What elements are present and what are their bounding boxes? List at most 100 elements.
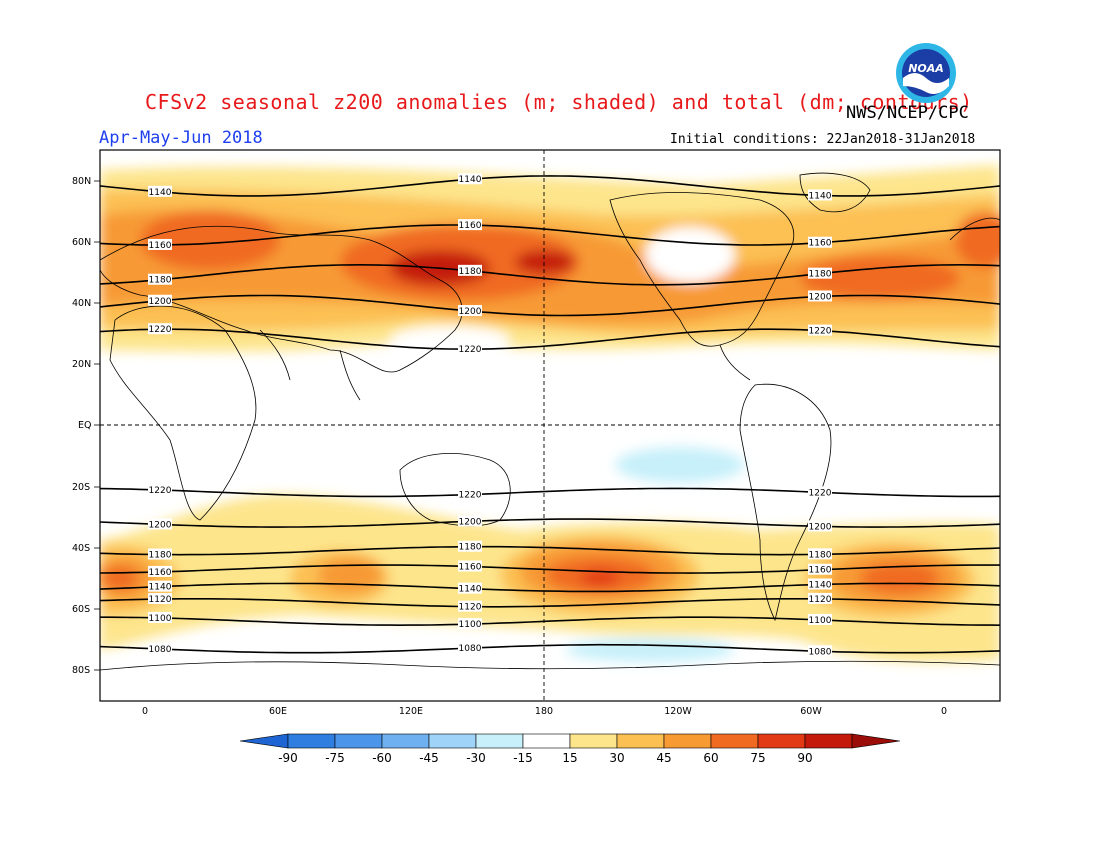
colorbar-swatch: [663, 733, 712, 749]
contour-line: [100, 598, 1000, 608]
contour-line: [100, 175, 1000, 197]
contour-label: 1220: [459, 345, 482, 355]
map-title: CFSv2 seasonal z200 anomalies (m; shaded…: [145, 90, 973, 114]
contour-label-bg: [808, 520, 832, 532]
lon-tick: 60E: [269, 706, 287, 717]
contour-label-bg: [808, 236, 832, 248]
contour-line: [100, 518, 1000, 528]
contour-label-bg: [458, 305, 482, 317]
contour-label-bg: [458, 642, 482, 654]
contour-label: 1180: [809, 550, 832, 560]
colorbar-label: -60: [372, 751, 392, 765]
colorbar-swatch: [710, 733, 759, 749]
contour-label-bg: [458, 219, 482, 231]
contour-label: 1200: [149, 520, 172, 530]
contour-label: 1200: [809, 292, 832, 302]
contour-label: 1200: [459, 517, 482, 527]
contour-label: 1120: [459, 603, 482, 613]
contour-label: 1180: [149, 551, 172, 561]
contour-label-bg: [808, 324, 832, 336]
contour-label-bg: [148, 611, 172, 623]
height-contours: 1140 1140 1140 1160 1160 1160 1180 1180 1180 1200…: [100, 173, 1000, 657]
contour-label: 1220: [809, 327, 832, 337]
contour-label-bg: [458, 515, 482, 527]
contour-label-bg: [458, 264, 482, 276]
contour-label: 1140: [809, 580, 832, 590]
contour-line: [100, 263, 1000, 286]
contour-label-bg: [808, 563, 832, 575]
contour-label-bg: [808, 613, 832, 625]
colorbar-label: -15: [513, 751, 533, 765]
contour-label-bg: [148, 238, 172, 250]
contour-label: 1180: [459, 267, 482, 277]
contour-label: 1100: [809, 616, 832, 626]
contour-label: 1160: [809, 239, 832, 249]
lon-tick: 60W: [800, 706, 822, 717]
contour-label-bg: [458, 173, 482, 185]
contour-label: 1220: [459, 491, 482, 501]
plot-frame: [99, 149, 1001, 702]
lat-tick: 60S: [72, 604, 90, 615]
contour-line: [100, 224, 1000, 246]
contour-label-bg: [148, 593, 172, 605]
lat-tick: 80S: [72, 665, 90, 676]
contour-label: 1080: [809, 647, 832, 657]
contour-line: [100, 616, 1000, 627]
contour-label: 1120: [809, 595, 832, 605]
contour-label-bg: [148, 185, 172, 197]
colorbar-swatch: [475, 733, 524, 749]
contour-label: 1180: [149, 276, 172, 286]
contour-line: [100, 328, 1000, 351]
colorbar-label: 90: [797, 751, 812, 765]
contour-label: 1200: [809, 522, 832, 532]
contour-label: 1160: [459, 221, 482, 231]
contour-label-bg: [148, 518, 172, 530]
colorbar-label: 15: [562, 751, 577, 765]
noaa-logo-icon: NOAA: [896, 43, 956, 103]
contour-label: 1140: [809, 191, 832, 201]
agency-label: NWS/NCEP/CPC: [846, 103, 969, 123]
colorbar-label: -90: [278, 751, 298, 765]
contour-label-bg: [148, 548, 172, 560]
lon-tick: 0: [941, 706, 947, 717]
colorbar-label: 60: [703, 751, 718, 765]
lon-tick: 120W: [664, 706, 692, 717]
lat-tick: 20N: [72, 359, 91, 370]
contour-label: 1220: [149, 325, 172, 335]
longitude-axis: 0 60E 120E 180 120W 60W 0: [142, 706, 947, 717]
contour-line: [100, 487, 1000, 498]
colorbar-swatch: [334, 733, 383, 749]
contour-label-bg: [808, 645, 832, 657]
contour-label-bg: [458, 582, 482, 594]
colorbar-label: -75: [325, 751, 345, 765]
contour-label: 1160: [149, 241, 172, 251]
contour-label: 1180: [809, 270, 832, 280]
colorbar-max-arrow: [851, 733, 901, 749]
colorbar-min-arrow: [239, 733, 289, 749]
colorbar-swatch: [522, 733, 571, 749]
contour-label-bg: [808, 486, 832, 498]
contour-label-bg: [148, 273, 172, 285]
contour-label-bg: [148, 294, 172, 306]
contour-label: 1140: [459, 175, 482, 185]
colorbar-label: -45: [419, 751, 439, 765]
season-label: Apr-May-Jun 2018: [99, 128, 263, 148]
contour-label-bg: [808, 548, 832, 560]
contour-label: 1160: [459, 563, 482, 573]
colorbar-swatch: [757, 733, 806, 749]
contour-label-bg: [458, 618, 482, 630]
contour-label-bg: [148, 642, 172, 654]
lat-tick: 40S: [72, 543, 90, 554]
colorbar-label: 30: [609, 751, 624, 765]
contour-label-bg: [148, 483, 172, 495]
contour-label: 1140: [149, 583, 172, 593]
lon-tick: 0: [142, 706, 148, 717]
contour-label-bg: [808, 290, 832, 302]
colorbar-swatch: [804, 733, 853, 749]
contour-label: 1100: [149, 614, 172, 624]
lat-tick: EQ: [78, 420, 91, 431]
contour-label-bg: [148, 580, 172, 592]
colorbar-label: 75: [750, 751, 765, 765]
colorbar-swatch: [428, 733, 477, 749]
